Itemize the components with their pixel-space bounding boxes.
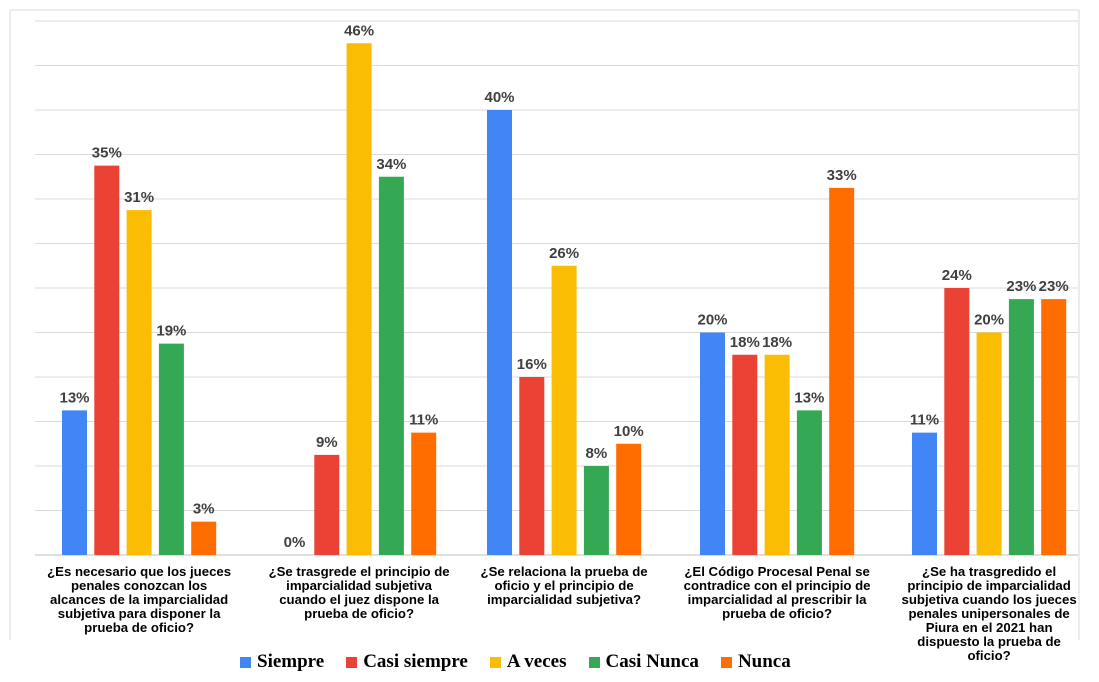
bar bbox=[732, 354, 758, 555]
bar bbox=[944, 288, 970, 555]
data-label: 40% bbox=[484, 89, 514, 106]
legend-swatch bbox=[588, 656, 600, 668]
bar bbox=[158, 343, 184, 555]
data-label: 23% bbox=[1006, 278, 1036, 295]
legend-item: Casi Nunca bbox=[588, 651, 699, 673]
data-label: 19% bbox=[156, 323, 186, 340]
legend-item: Casi siempre bbox=[346, 651, 468, 673]
data-label: 31% bbox=[124, 189, 154, 206]
legend-label: Siempre bbox=[257, 651, 325, 672]
bar bbox=[191, 521, 217, 555]
bar bbox=[829, 187, 855, 555]
bar bbox=[700, 332, 725, 555]
bar bbox=[411, 432, 437, 555]
bar bbox=[346, 43, 372, 555]
data-label: 3% bbox=[193, 501, 215, 518]
chart-frame bbox=[9, 9, 1080, 640]
data-label: 16% bbox=[517, 356, 547, 373]
bar bbox=[519, 377, 545, 555]
data-label: 35% bbox=[92, 145, 122, 162]
data-label: 20% bbox=[697, 312, 727, 329]
data-label: 20% bbox=[974, 312, 1004, 329]
bar bbox=[976, 332, 1002, 555]
legend-label: A veces bbox=[506, 651, 567, 672]
bar bbox=[487, 110, 512, 555]
legend-swatch bbox=[240, 656, 251, 668]
bar bbox=[796, 410, 822, 555]
bar bbox=[1041, 299, 1067, 555]
legend-item: Siempre bbox=[240, 651, 324, 673]
data-label: 11% bbox=[409, 412, 438, 429]
legend-item: Nunca bbox=[720, 651, 791, 673]
category-labels: ¿Es necesario que los jueces penales cono… bbox=[47, 564, 1077, 663]
bar bbox=[583, 466, 609, 555]
legend-label: Nunca bbox=[737, 651, 791, 672]
data-label: 13% bbox=[794, 389, 824, 406]
legend-swatch bbox=[720, 656, 732, 668]
data-label: 9% bbox=[316, 434, 338, 451]
legend-swatch bbox=[346, 656, 358, 668]
data-label: 13% bbox=[59, 389, 89, 406]
data-label: 18% bbox=[730, 334, 760, 351]
bars bbox=[62, 43, 1067, 555]
bar bbox=[126, 210, 152, 555]
bar bbox=[62, 410, 87, 555]
data-label: 34% bbox=[376, 156, 406, 173]
legend-label: Casi Nunca bbox=[605, 651, 699, 672]
legend: Siempre Casi siempre A veces Casi Nunca Nunc… bbox=[240, 651, 813, 673]
bar bbox=[1008, 299, 1034, 555]
data-label: 10% bbox=[614, 423, 644, 440]
data-label: 23% bbox=[1039, 278, 1069, 295]
legend-label: Casi siempre bbox=[363, 651, 468, 672]
data-label: 33% bbox=[827, 167, 857, 184]
value-labels: 13% 0% 40% 20% 11% 35% 9% 16% 18% 24% 31% 46% 26% 18%… bbox=[59, 22, 1068, 551]
category-label: ¿Se trasgrede el principio de imparcialid… bbox=[269, 564, 450, 621]
data-label: 8% bbox=[586, 445, 608, 462]
bar bbox=[314, 454, 340, 555]
bar bbox=[94, 165, 120, 555]
bar bbox=[764, 354, 790, 555]
bar bbox=[378, 176, 404, 555]
data-label: 26% bbox=[549, 245, 579, 262]
category-label: ¿Se ha trasgredido el principio de imparc… bbox=[902, 564, 1077, 663]
data-label: 11% bbox=[910, 412, 939, 429]
category-label: ¿El Código Procesal Penal se contradice c… bbox=[684, 564, 871, 621]
category-label: ¿Es necesario que los jueces penales cono… bbox=[47, 564, 231, 635]
legend-item: A veces bbox=[489, 651, 567, 673]
bar bbox=[616, 443, 642, 555]
data-label: 24% bbox=[942, 267, 972, 284]
bar bbox=[912, 432, 937, 555]
data-label: 0% bbox=[284, 534, 306, 551]
data-label: 18% bbox=[762, 334, 792, 351]
legend-swatch bbox=[489, 656, 501, 668]
category-label: ¿Se relaciona la prueba de oficio y el pr… bbox=[481, 564, 648, 607]
data-label: 46% bbox=[344, 22, 374, 39]
bar bbox=[551, 265, 577, 555]
